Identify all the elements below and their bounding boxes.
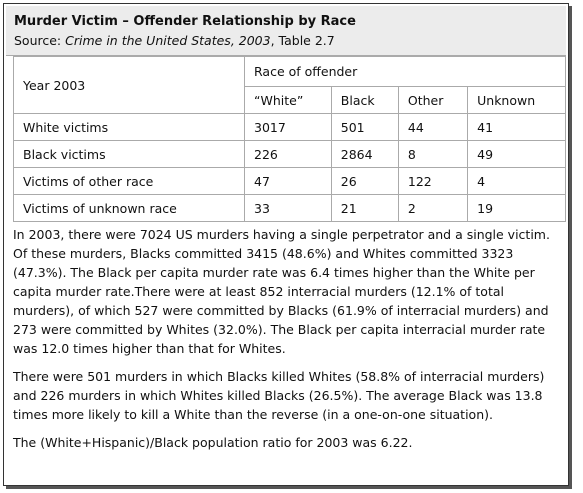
row-label: Victims of unknown race — [13, 194, 245, 222]
cell: 2 — [397, 194, 469, 222]
column-header: “White” — [244, 86, 332, 114]
cell: 3017 — [244, 113, 332, 141]
table-row: Victims of unknown race 33 21 2 19 — [13, 194, 566, 222]
cell: 8 — [397, 140, 469, 168]
paragraph: The (White+Hispanic)/Black population ra… — [13, 435, 413, 450]
header-row: Year 2003 Race of offender — [13, 56, 566, 114]
corner: Year 2003 — [13, 56, 245, 114]
row-label: Black victims — [13, 140, 245, 168]
cell: 49 — [467, 140, 566, 168]
title: Murder Victim – Offender Relationship by… — [14, 14, 356, 29]
header-row: “White” Black Other Unknown — [14, 86, 566, 114]
group-header: Race of offender — [244, 56, 566, 87]
row-label: Victims of other race — [13, 167, 245, 195]
cell: 226 — [244, 140, 332, 168]
table-row: Victims of other race 47 26 122 4 — [13, 167, 566, 195]
paragraph: There were 501 murders in which Blacks k… — [13, 369, 545, 422]
source: Source: Crime in the United States, 2003… — [14, 31, 558, 50]
cell: 47 — [244, 167, 332, 195]
cell: 26 — [330, 167, 399, 195]
card: Murder Victim – Offender Relationship by… — [3, 3, 569, 486]
source-work: Crime in the United States, 2003 — [65, 33, 271, 48]
column-header: Other — [397, 86, 469, 114]
cell: 2864 — [330, 140, 399, 168]
body-text: In 2003, there were 7024 US murders havi… — [4, 222, 568, 452]
column-header: Black — [330, 86, 399, 114]
paragraph: In 2003, there were 7024 US murders havi… — [13, 227, 550, 356]
table: Year 2003 Race of offender “White” Black O… — [13, 56, 566, 222]
cell: 122 — [397, 167, 469, 195]
cell: 19 — [467, 194, 566, 222]
cell: 21 — [330, 194, 399, 222]
row-label: White victims — [13, 113, 245, 141]
cell: 44 — [397, 113, 469, 141]
source-suffix: , Table 2.7 — [270, 33, 335, 48]
table-row: White victims 3017 501 44 41 — [13, 113, 566, 141]
cell: 41 — [467, 113, 566, 141]
cell: 4 — [467, 167, 566, 195]
column-header: Unknown — [467, 86, 566, 114]
cell: 33 — [244, 194, 332, 222]
table-row: Black victims 226 2864 8 49 — [13, 140, 566, 168]
header: Murder Victim – Offender Relationship by… — [6, 6, 566, 56]
cell: 501 — [330, 113, 399, 141]
source-prefix: Source: — [14, 33, 62, 48]
